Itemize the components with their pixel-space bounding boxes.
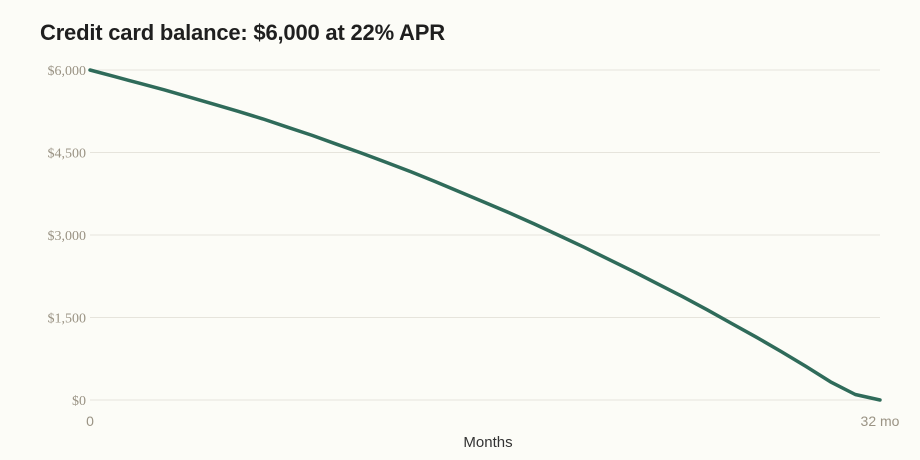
x-tick-label: 32 mo xyxy=(861,413,900,429)
y-tick-label: $4,500 xyxy=(48,147,87,162)
y-tick-label: $6,000 xyxy=(48,64,87,79)
y-axis-ticks: $0 $1,500 $3,000 $4,500 $6,000 xyxy=(48,64,87,409)
y-tick-label: $0 xyxy=(72,394,86,409)
x-tick-label: 0 xyxy=(86,413,94,429)
x-axis-ticks: 0 32 mo xyxy=(86,413,900,429)
chart-title: Credit card balance: $6,000 at 22% APR xyxy=(40,20,445,45)
x-axis-label: Months xyxy=(463,434,512,451)
balance-line xyxy=(88,68,882,402)
y-tick-label: $1,500 xyxy=(48,312,87,327)
series-layer xyxy=(88,68,882,402)
grid-lines xyxy=(90,69,880,401)
y-tick-label: $3,000 xyxy=(48,229,87,244)
